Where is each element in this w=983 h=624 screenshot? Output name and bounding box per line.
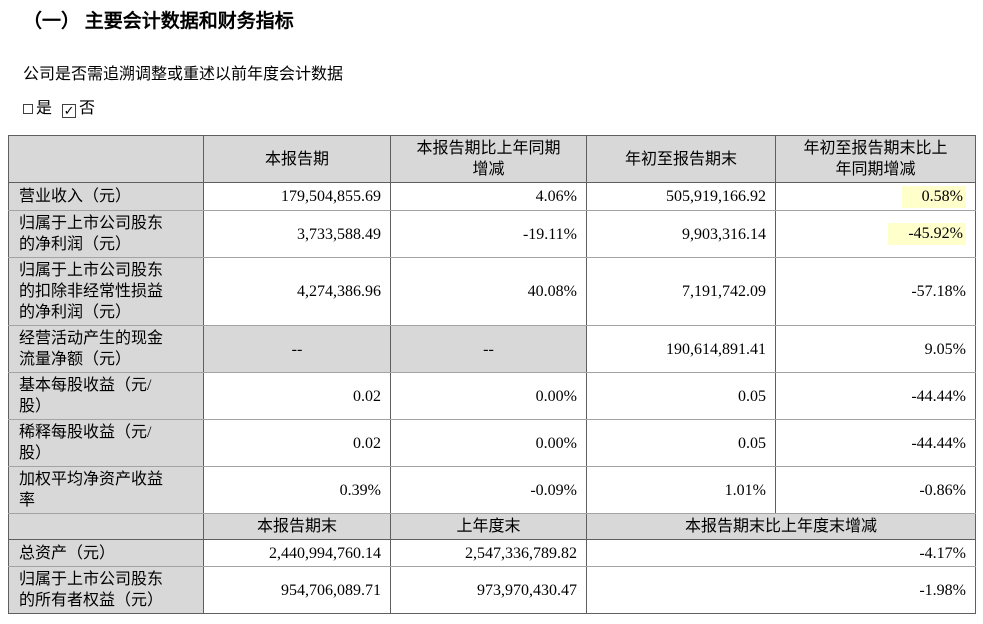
cell-current-period-na: --: [203, 325, 391, 373]
cell-period-end-change: -1.98%: [586, 566, 976, 614]
checkbox-no-label: 否: [79, 100, 96, 117]
row-label: 营业收入（元）: [8, 182, 204, 211]
row-label: 归属于上市公司股东的扣除非经常性损益的净利润（元）: [8, 257, 204, 326]
header-current-period-end: 本报告期末: [203, 513, 391, 540]
header-cell-empty: [8, 513, 204, 540]
cell-current-period: 179,504,855.69: [203, 182, 391, 211]
row-label: 总资产（元）: [8, 539, 204, 567]
cell-current-period: 0.02: [203, 419, 391, 467]
cell-ytd-yoy-change: -0.86%: [775, 466, 976, 514]
row-label: 基本每股收益（元/股）: [8, 372, 204, 420]
cell-current-period: 4,274,386.96: [203, 257, 391, 326]
cell-yoy-change: 40.08%: [390, 257, 587, 326]
section-title: （一） 主要会计数据和财务指标: [23, 11, 294, 32]
cell-ytd: 0.05: [586, 419, 776, 467]
document-body: （一） 主要会计数据和财务指标 公司是否需追溯调整或重述以前年度会计数据 是 ✓ 否…: [0, 9, 983, 614]
cell-ytd-yoy-change: -44.44%: [775, 372, 976, 420]
table-row-diluted-eps: 稀释每股收益（元/股） 0.02 0.00% 0.05 -44.44%: [8, 419, 976, 467]
table-row-revenue: 营业收入（元） 179,504,855.69 4.06% 505,919,166…: [8, 182, 976, 211]
cell-current-period: 0.02: [203, 372, 391, 420]
checkbox-checked-no-icon: ✓: [62, 103, 77, 118]
header-period-end-change: 本报告期末比上年度末增减: [586, 513, 976, 540]
checkmark-icon: ✓: [63, 103, 75, 118]
cell-yoy-change: 0.00%: [390, 372, 587, 420]
table-row-weighted-avg-roe: 加权平均净资产收益率 0.39% -0.09% 1.01% -0.86%: [8, 466, 976, 514]
cell-yoy-change-na: --: [390, 325, 587, 373]
table-row-operating-cash-flow: 经营活动产生的现金流量净额（元） -- -- 190,614,891.41 9.…: [8, 325, 976, 373]
row-label: 加权平均净资产收益率: [8, 466, 204, 514]
cell-ytd-yoy-change: -57.18%: [775, 257, 976, 326]
header-ytd-yoy-change: 年初至报告期末比上年同期增减: [775, 135, 976, 183]
table-row-net-profit: 归属于上市公司股东的净利润（元） 3,733,588.49 -19.11% 9,…: [8, 210, 976, 258]
cell-ytd: 7,191,742.09: [586, 257, 776, 326]
cell-ytd: 9,903,316.14: [586, 210, 776, 258]
cell-yoy-change: -0.09%: [390, 466, 587, 514]
cell-ytd: 505,919,166.92: [586, 182, 776, 211]
cell-ytd-yoy-change: -45.92%: [775, 210, 976, 258]
cell-current-period-end: 954,706,089.71: [203, 566, 391, 614]
financial-indicators-table: 本报告期 本报告期比上年同期增减 年初至报告期末 年初至报告期末比上年同期增减 …: [8, 135, 976, 614]
row-label: 经营活动产生的现金流量净额（元）: [8, 325, 204, 373]
cell-prev-year-end: 973,970,430.47: [390, 566, 587, 614]
restatement-answer-line: 是 ✓ 否: [23, 99, 983, 119]
row-label: 归属于上市公司股东的净利润（元）: [8, 210, 204, 258]
table-row-net-profit-excl-nonrecurring: 归属于上市公司股东的扣除非经常性损益的净利润（元） 4,274,386.96 4…: [8, 257, 976, 326]
cell-current-period-end: 2,440,994,760.14: [203, 539, 391, 567]
cell-ytd: 0.05: [586, 372, 776, 420]
cell-yoy-change: -19.11%: [390, 210, 587, 258]
row-label: 归属于上市公司股东的所有者权益（元）: [8, 566, 204, 614]
cell-period-end-change: -4.17%: [586, 539, 976, 567]
row-label: 稀释每股收益（元/股）: [8, 419, 204, 467]
table-row-owners-equity: 归属于上市公司股东的所有者权益（元） 954,706,089.71 973,97…: [8, 566, 976, 614]
highlighted-value: 0.58%: [901, 185, 966, 208]
restatement-question: 公司是否需追溯调整或重述以前年度会计数据: [23, 66, 344, 83]
report-page: { "document": { "title": "（一） 主要会计数据和财务指…: [0, 9, 983, 624]
cell-ytd: 1.01%: [586, 466, 776, 514]
highlighted-value: -45.92%: [888, 223, 966, 245]
table-header-row-1: 本报告期 本报告期比上年同期增减 年初至报告期末 年初至报告期末比上年同期增减: [8, 135, 976, 183]
cell-current-period: 3,733,588.49: [203, 210, 391, 258]
header-current-period: 本报告期: [203, 135, 391, 183]
cell-ytd-yoy-change: 9.05%: [775, 325, 976, 373]
cell-yoy-change: 4.06%: [390, 182, 587, 211]
header-ytd: 年初至报告期末: [586, 135, 776, 183]
table-header-row-2: 本报告期末 上年度末 本报告期末比上年度末增减: [8, 513, 976, 540]
cell-ytd-yoy-change: -44.44%: [775, 419, 976, 467]
table-row-total-assets: 总资产（元） 2,440,994,760.14 2,547,336,789.82…: [8, 539, 976, 567]
checkbox-unchecked-yes-icon: [23, 104, 33, 114]
header-current-period-yoy-change: 本报告期比上年同期增减: [390, 135, 587, 183]
header-prev-year-end: 上年度末: [390, 513, 587, 540]
checkbox-yes-label: 是: [36, 100, 53, 117]
cell-ytd-yoy-change: 0.58%: [775, 182, 976, 211]
cell-ytd: 190,614,891.41: [586, 325, 776, 373]
table-row-basic-eps: 基本每股收益（元/股） 0.02 0.00% 0.05 -44.44%: [8, 372, 976, 420]
cell-yoy-change: 0.00%: [390, 419, 587, 467]
cell-current-period: 0.39%: [203, 466, 391, 514]
header-cell-empty: [8, 135, 204, 183]
cell-prev-year-end: 2,547,336,789.82: [390, 539, 587, 567]
